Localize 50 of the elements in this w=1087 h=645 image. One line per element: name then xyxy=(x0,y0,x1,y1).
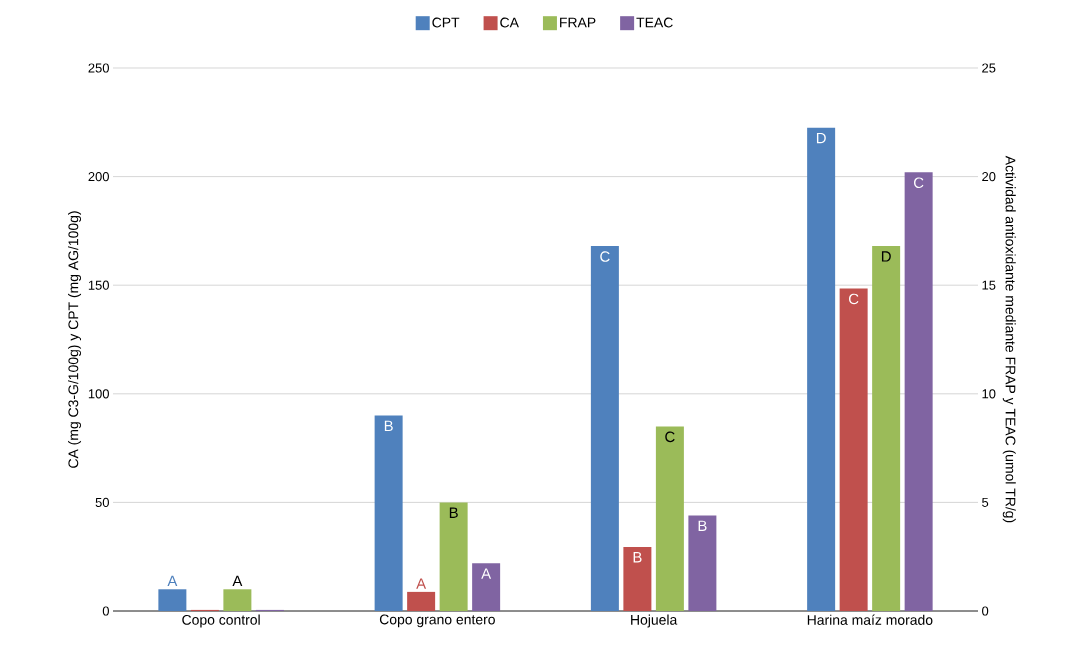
y-tick-label: 50 xyxy=(95,497,109,507)
y-tick-label: 0 xyxy=(102,606,109,616)
bar xyxy=(590,246,619,611)
data-label: B xyxy=(698,520,707,531)
bar xyxy=(439,502,468,611)
data-label: C xyxy=(600,251,610,262)
y-tick-label: 100 xyxy=(88,389,109,399)
bar xyxy=(872,246,901,611)
bar xyxy=(158,589,187,611)
data-label: B xyxy=(449,507,458,518)
y2-tick-label: 25 xyxy=(982,63,996,73)
data-label: C xyxy=(914,177,924,189)
bar xyxy=(839,288,868,611)
data-label: A xyxy=(232,575,243,587)
data-label: D xyxy=(816,132,826,144)
y2-axis-title: Actividad antioxidante mediante FRAP y TEAC (umol TR/g) xyxy=(1002,155,1016,523)
bar xyxy=(407,591,436,611)
bar xyxy=(374,415,403,611)
x-tick-label: Copo grano entero xyxy=(379,614,495,628)
y2-tick-label: 0 xyxy=(982,606,989,616)
y2-tick-label: 20 xyxy=(982,172,996,182)
y-axis-title: CA (mg C3-G/100g) y CPT (mg AG/100g) xyxy=(68,211,82,468)
legend-label: TEAC xyxy=(636,17,673,28)
data-label: A xyxy=(167,575,178,587)
data-label: B xyxy=(633,552,642,563)
bar xyxy=(655,426,684,611)
data-label: B xyxy=(384,420,393,431)
legend-label: CPT xyxy=(432,17,460,28)
x-tick-label: Copo control xyxy=(182,614,260,628)
y2-tick-label: 5 xyxy=(982,497,989,507)
data-label: C xyxy=(849,293,859,305)
y2-tick-label: 15 xyxy=(982,280,996,290)
y2-tick-label: 10 xyxy=(982,389,996,399)
data-label: D xyxy=(881,251,891,262)
x-tick-label: Hojuela xyxy=(631,614,678,628)
bar xyxy=(623,546,652,611)
bar xyxy=(688,515,717,611)
bar xyxy=(807,127,836,611)
data-label: C xyxy=(665,431,675,443)
bar xyxy=(904,172,933,611)
y-tick-label: 200 xyxy=(88,172,109,182)
y-tick-label: 250 xyxy=(88,63,109,73)
legend-label: FRAP xyxy=(560,17,596,28)
y-tick-label: 150 xyxy=(88,280,109,290)
x-tick-label: Harina maíz morado xyxy=(807,614,933,625)
bar xyxy=(223,589,252,611)
legend-label: CA xyxy=(500,17,519,28)
data-label: A xyxy=(416,578,427,589)
data-label: A xyxy=(481,568,492,579)
bar xyxy=(472,563,501,611)
